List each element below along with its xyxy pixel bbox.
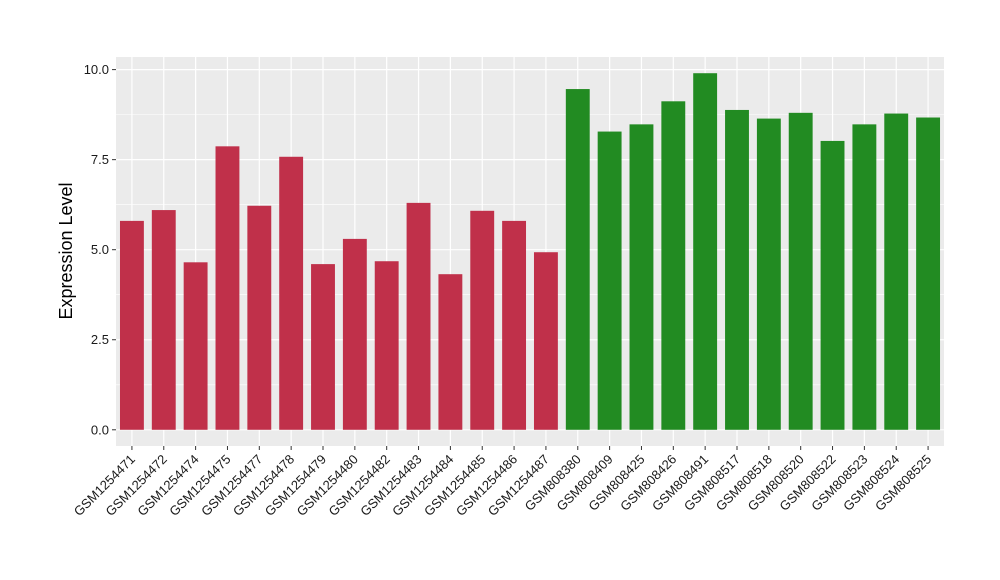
bar-GSM1254482 (374, 261, 399, 430)
bar-GSM808409 (597, 131, 622, 430)
bar-GSM1254471 (119, 220, 144, 430)
plot-panel (116, 57, 944, 446)
bar-GSM1254484 (438, 274, 463, 430)
y-tick-label: 7.5 (91, 152, 109, 167)
bar-GSM1254479 (311, 264, 335, 430)
bar-GSM1254474 (183, 262, 208, 430)
bar-GSM1254477 (247, 205, 272, 430)
bar-GSM1254478 (279, 156, 304, 430)
bar-GSM1254472 (151, 210, 176, 430)
bar-GSM808523 (852, 124, 877, 430)
bar-GSM808491 (693, 73, 718, 430)
bar-GSM808524 (884, 113, 909, 430)
x-axis: GSM1254471GSM1254472GSM1254474GSM1254475… (71, 446, 934, 519)
y-axis: 0.0 2.5 5.0 7.5 10.0 (84, 62, 116, 437)
bar-GSM808517 (725, 109, 749, 430)
y-tick-label: 0.0 (91, 422, 109, 437)
bar-GSM1254475 (215, 146, 240, 430)
bar-GSM808525 (916, 117, 941, 430)
bars (119, 73, 941, 430)
y-tick-label: 10.0 (84, 62, 109, 77)
bar-GSM808425 (629, 124, 654, 430)
bar-GSM1254485 (470, 210, 495, 430)
bar-GSM808520 (788, 112, 813, 430)
bar-GSM808426 (661, 101, 686, 430)
y-tick-label: 2.5 (91, 332, 109, 347)
bar-GSM1254487 (533, 252, 558, 430)
y-tick-label: 5.0 (91, 242, 109, 257)
bar-GSM1254480 (342, 238, 367, 430)
bar-GSM808518 (756, 118, 781, 430)
bar-GSM808522 (820, 140, 845, 430)
bar-GSM808380 (565, 89, 590, 430)
y-axis-title: Expression Level (56, 182, 76, 319)
bar-GSM1254486 (502, 220, 527, 430)
bar-GSM1254483 (406, 202, 431, 430)
